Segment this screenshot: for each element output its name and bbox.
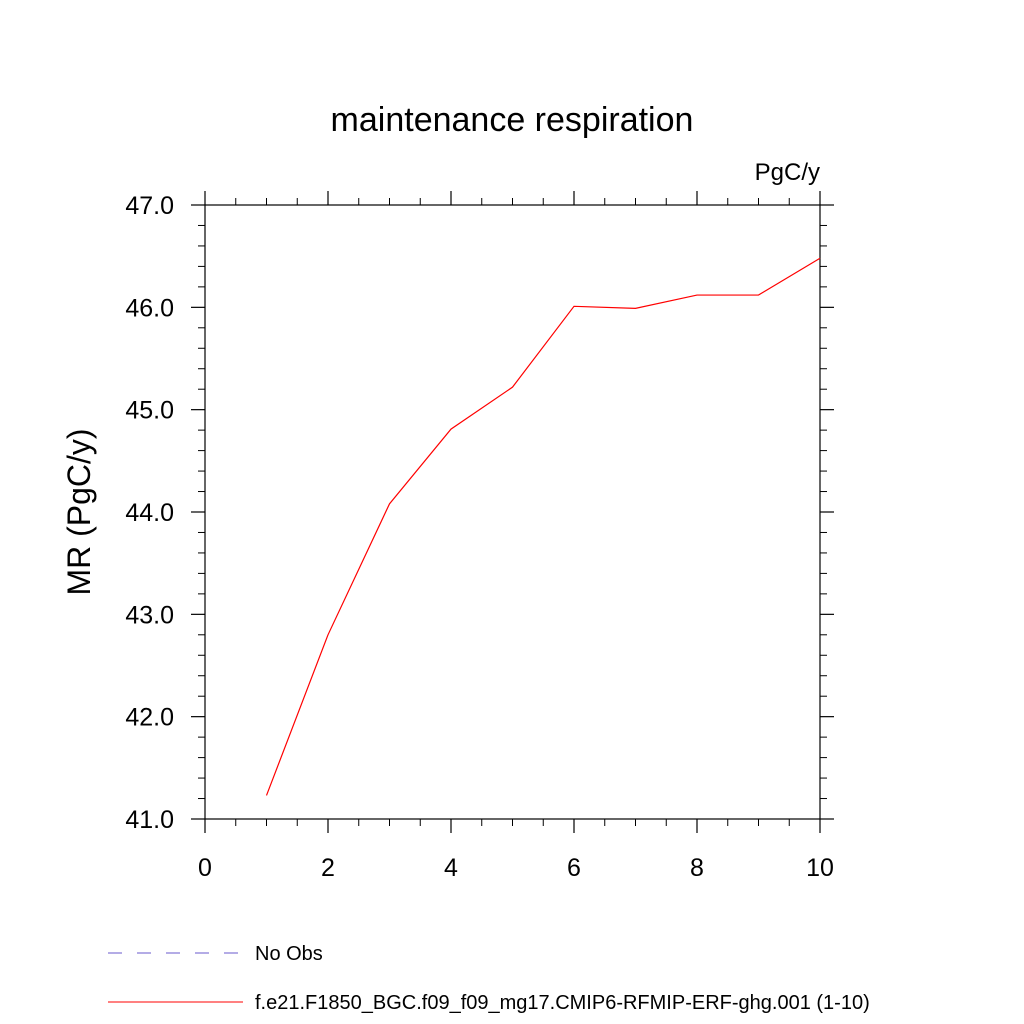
y-tick-label: 44.0 [125, 499, 174, 527]
y-axis-label: MR (PgC/y) [61, 428, 97, 595]
y-tick-label: 46.0 [125, 294, 174, 322]
x-tick-label: 6 [567, 854, 581, 882]
legend-label: f.e21.F1850_BGC.f09_f09_mg17.CMIP6-RFMIP… [255, 992, 870, 1014]
y-tick-label: 43.0 [125, 601, 174, 629]
y-tick-label: 41.0 [125, 806, 174, 834]
y-tick-label: 45.0 [125, 397, 174, 425]
x-tick-label: 0 [198, 854, 212, 882]
axis-ticks [191, 191, 834, 833]
x-tick-label: 10 [806, 854, 834, 882]
chart-title: maintenance respiration [331, 101, 694, 139]
units-label: PgC/y [755, 159, 820, 186]
legend: No Obs f.e21.F1850_BGC.f09_f09_mg17.CMIP6… [108, 943, 870, 1014]
y-tick-label: 42.0 [125, 704, 174, 732]
legend-label: No Obs [255, 943, 323, 965]
x-tick-label: 8 [690, 854, 704, 882]
plot-frame [204, 204, 821, 820]
series-line [265, 257, 821, 796]
x-tick-label: 2 [321, 854, 335, 882]
x-tick-label: 4 [444, 854, 458, 882]
series-group [265, 257, 821, 796]
y-tick-label: 47.0 [125, 192, 174, 220]
axis-tick-labels: 0 2 4 6 8 10 41.0 42.0 43.0 44.0 45.0 46.0 47.0 [125, 192, 834, 882]
